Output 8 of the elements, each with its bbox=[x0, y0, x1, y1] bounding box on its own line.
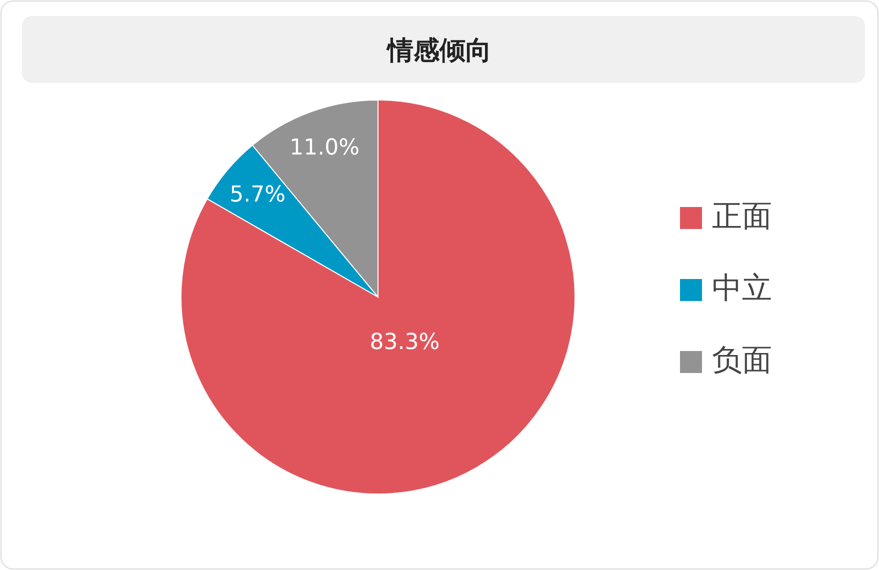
legend-label: 负面 bbox=[712, 343, 772, 378]
data-label: 5.7% bbox=[230, 182, 286, 208]
chart-title: 情感倾向 bbox=[386, 36, 492, 66]
data-label: 11.0% bbox=[290, 136, 360, 161]
pie-slice bbox=[180, 100, 576, 494]
legend-label: 中立 bbox=[712, 271, 772, 306]
legend-label: 正面 bbox=[712, 199, 772, 234]
data-label: 83.3% bbox=[370, 330, 440, 356]
